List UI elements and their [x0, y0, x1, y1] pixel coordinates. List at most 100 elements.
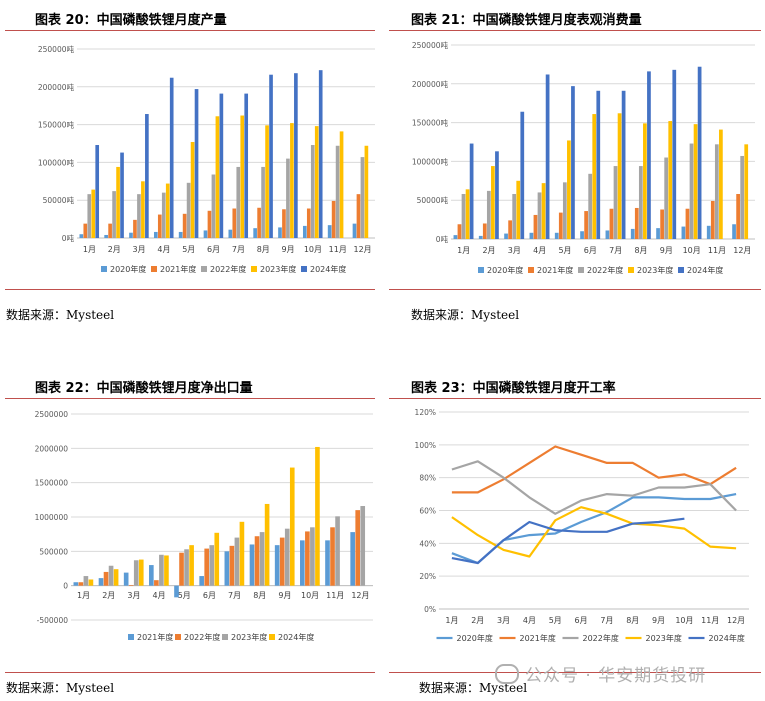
c23-line: [451, 506, 737, 558]
c22-bar: [259, 532, 265, 586]
c20-bar: [360, 157, 365, 238]
c20-bar: [364, 145, 369, 238]
c22-bar: [98, 578, 104, 586]
c23-x-tick-label: 11月: [701, 616, 719, 625]
c22-legend-swatch: [269, 634, 275, 640]
c22-bar: [274, 545, 280, 586]
c20-bar: [236, 166, 241, 238]
c20-bar: [83, 223, 88, 238]
c21-x-tick-label: 9月: [660, 246, 673, 255]
c22-bar: [325, 540, 330, 586]
c22-bar: [138, 559, 144, 586]
c22-y-tick-label: 500000: [39, 547, 68, 556]
c21-x-tick-label: 5月: [558, 246, 571, 255]
c20-bar: [352, 223, 357, 238]
c21-legend-label: 2022年度: [587, 265, 623, 275]
c22-x-tick-label: 2月: [102, 591, 115, 600]
c21-bar: [613, 166, 618, 239]
c20-bar: [244, 93, 249, 238]
c20-bar: [104, 234, 108, 238]
c21-x-tick-label: 3月: [508, 246, 521, 255]
c23-line: [451, 445, 737, 494]
c23-x-tick-label: 6月: [575, 616, 588, 625]
c20-x-tick-label: 6月: [207, 245, 220, 254]
c21-legend-swatch: [678, 267, 684, 273]
c22-bar: [199, 576, 204, 586]
c21-bar: [643, 123, 647, 239]
c22-y-tick-label: 0: [63, 582, 68, 591]
c21-bar: [495, 151, 499, 239]
chart-20-bottom-rule: [5, 289, 375, 290]
c21-y-tick-label: 150000吨: [412, 118, 449, 128]
c20-legend-label: 2021年度: [160, 264, 196, 274]
c20-bar: [261, 166, 265, 238]
c23-legend-label: 2024年度: [709, 633, 745, 643]
c21-bar: [537, 192, 542, 239]
c20-legend-label: 2020年度: [110, 264, 146, 274]
c21-bar: [504, 233, 508, 239]
c23-y-tick-label: 20%: [419, 572, 436, 581]
c20-bar: [182, 213, 187, 238]
c22-x-tick-label: 9月: [278, 591, 291, 600]
c20-bar: [232, 208, 237, 238]
c23-x-tick-label: 7月: [600, 616, 613, 625]
c21-bar: [545, 74, 550, 239]
c22-bar: [149, 565, 154, 586]
c23-y-tick-label: 0%: [424, 605, 436, 614]
c22-bar: [214, 532, 220, 586]
c22-bar: [164, 555, 169, 586]
c22-x-tick-label: 8月: [253, 591, 266, 600]
c22-bar: [289, 467, 295, 586]
c20-legend-swatch: [301, 266, 307, 272]
c21-bar: [512, 193, 517, 239]
chart-21-source: 数据来源：Mysteel: [411, 308, 520, 322]
c22-bar: [254, 536, 260, 586]
c20-legend-swatch: [101, 266, 107, 272]
c21-bar: [562, 182, 567, 239]
c20-legend-label: 2022年度: [210, 264, 246, 274]
c20-bar: [282, 209, 286, 238]
c20-bar: [327, 225, 332, 238]
c20-bar: [286, 158, 290, 238]
c20-bar: [169, 77, 174, 238]
c20-bar: [129, 232, 133, 238]
c20-bar: [194, 89, 199, 239]
c21-bar: [710, 200, 715, 239]
chart-20-source: 数据来源：Mysteel: [6, 308, 115, 322]
c22-x-tick-label: 5月: [178, 591, 191, 600]
c20-bar: [240, 115, 245, 238]
c21-bar: [491, 166, 495, 239]
c22-bar: [83, 576, 89, 586]
c20-y-tick-label: 200000吨: [38, 82, 75, 92]
chart-23-title: 图表 23：中国磷酸铁锂月度开工率: [411, 381, 616, 396]
c23-line: [451, 460, 737, 515]
c21-bar: [482, 223, 487, 239]
c23-y-tick-label: 120%: [415, 408, 436, 417]
c20-bar: [133, 219, 137, 238]
c22-bar: [239, 521, 245, 586]
c21-bar: [469, 143, 474, 239]
c20-y-tick-label: 250000吨: [38, 44, 75, 54]
chart-21-top-rule: [389, 30, 761, 31]
c20-y-tick-label: 0吨: [62, 233, 75, 243]
c20-bar: [257, 207, 261, 238]
c21-bar: [638, 166, 643, 239]
c22-legend-label: 2021年度: [137, 632, 173, 642]
c20-bar: [116, 166, 120, 238]
c20-bar: [318, 70, 323, 238]
c20-x-tick-label: 1月: [83, 245, 96, 254]
c23-x-tick-label: 9月: [652, 616, 665, 625]
c21-x-tick-label: 11月: [708, 246, 726, 255]
c22-bar: [123, 572, 129, 586]
c20-x-tick-label: 2月: [108, 245, 121, 254]
c21-y-tick-label: 0吨: [436, 234, 449, 244]
c20-bar: [306, 208, 311, 238]
c20-bar: [137, 194, 141, 238]
c21-legend-swatch: [628, 267, 634, 273]
c22-bar: [315, 446, 320, 586]
c21-bar: [478, 235, 483, 239]
wechat-icon: [495, 664, 519, 684]
c22-x-tick-label: 3月: [127, 591, 140, 600]
c21-y-tick-label: 50000吨: [417, 195, 449, 205]
c20-bar: [278, 227, 282, 238]
